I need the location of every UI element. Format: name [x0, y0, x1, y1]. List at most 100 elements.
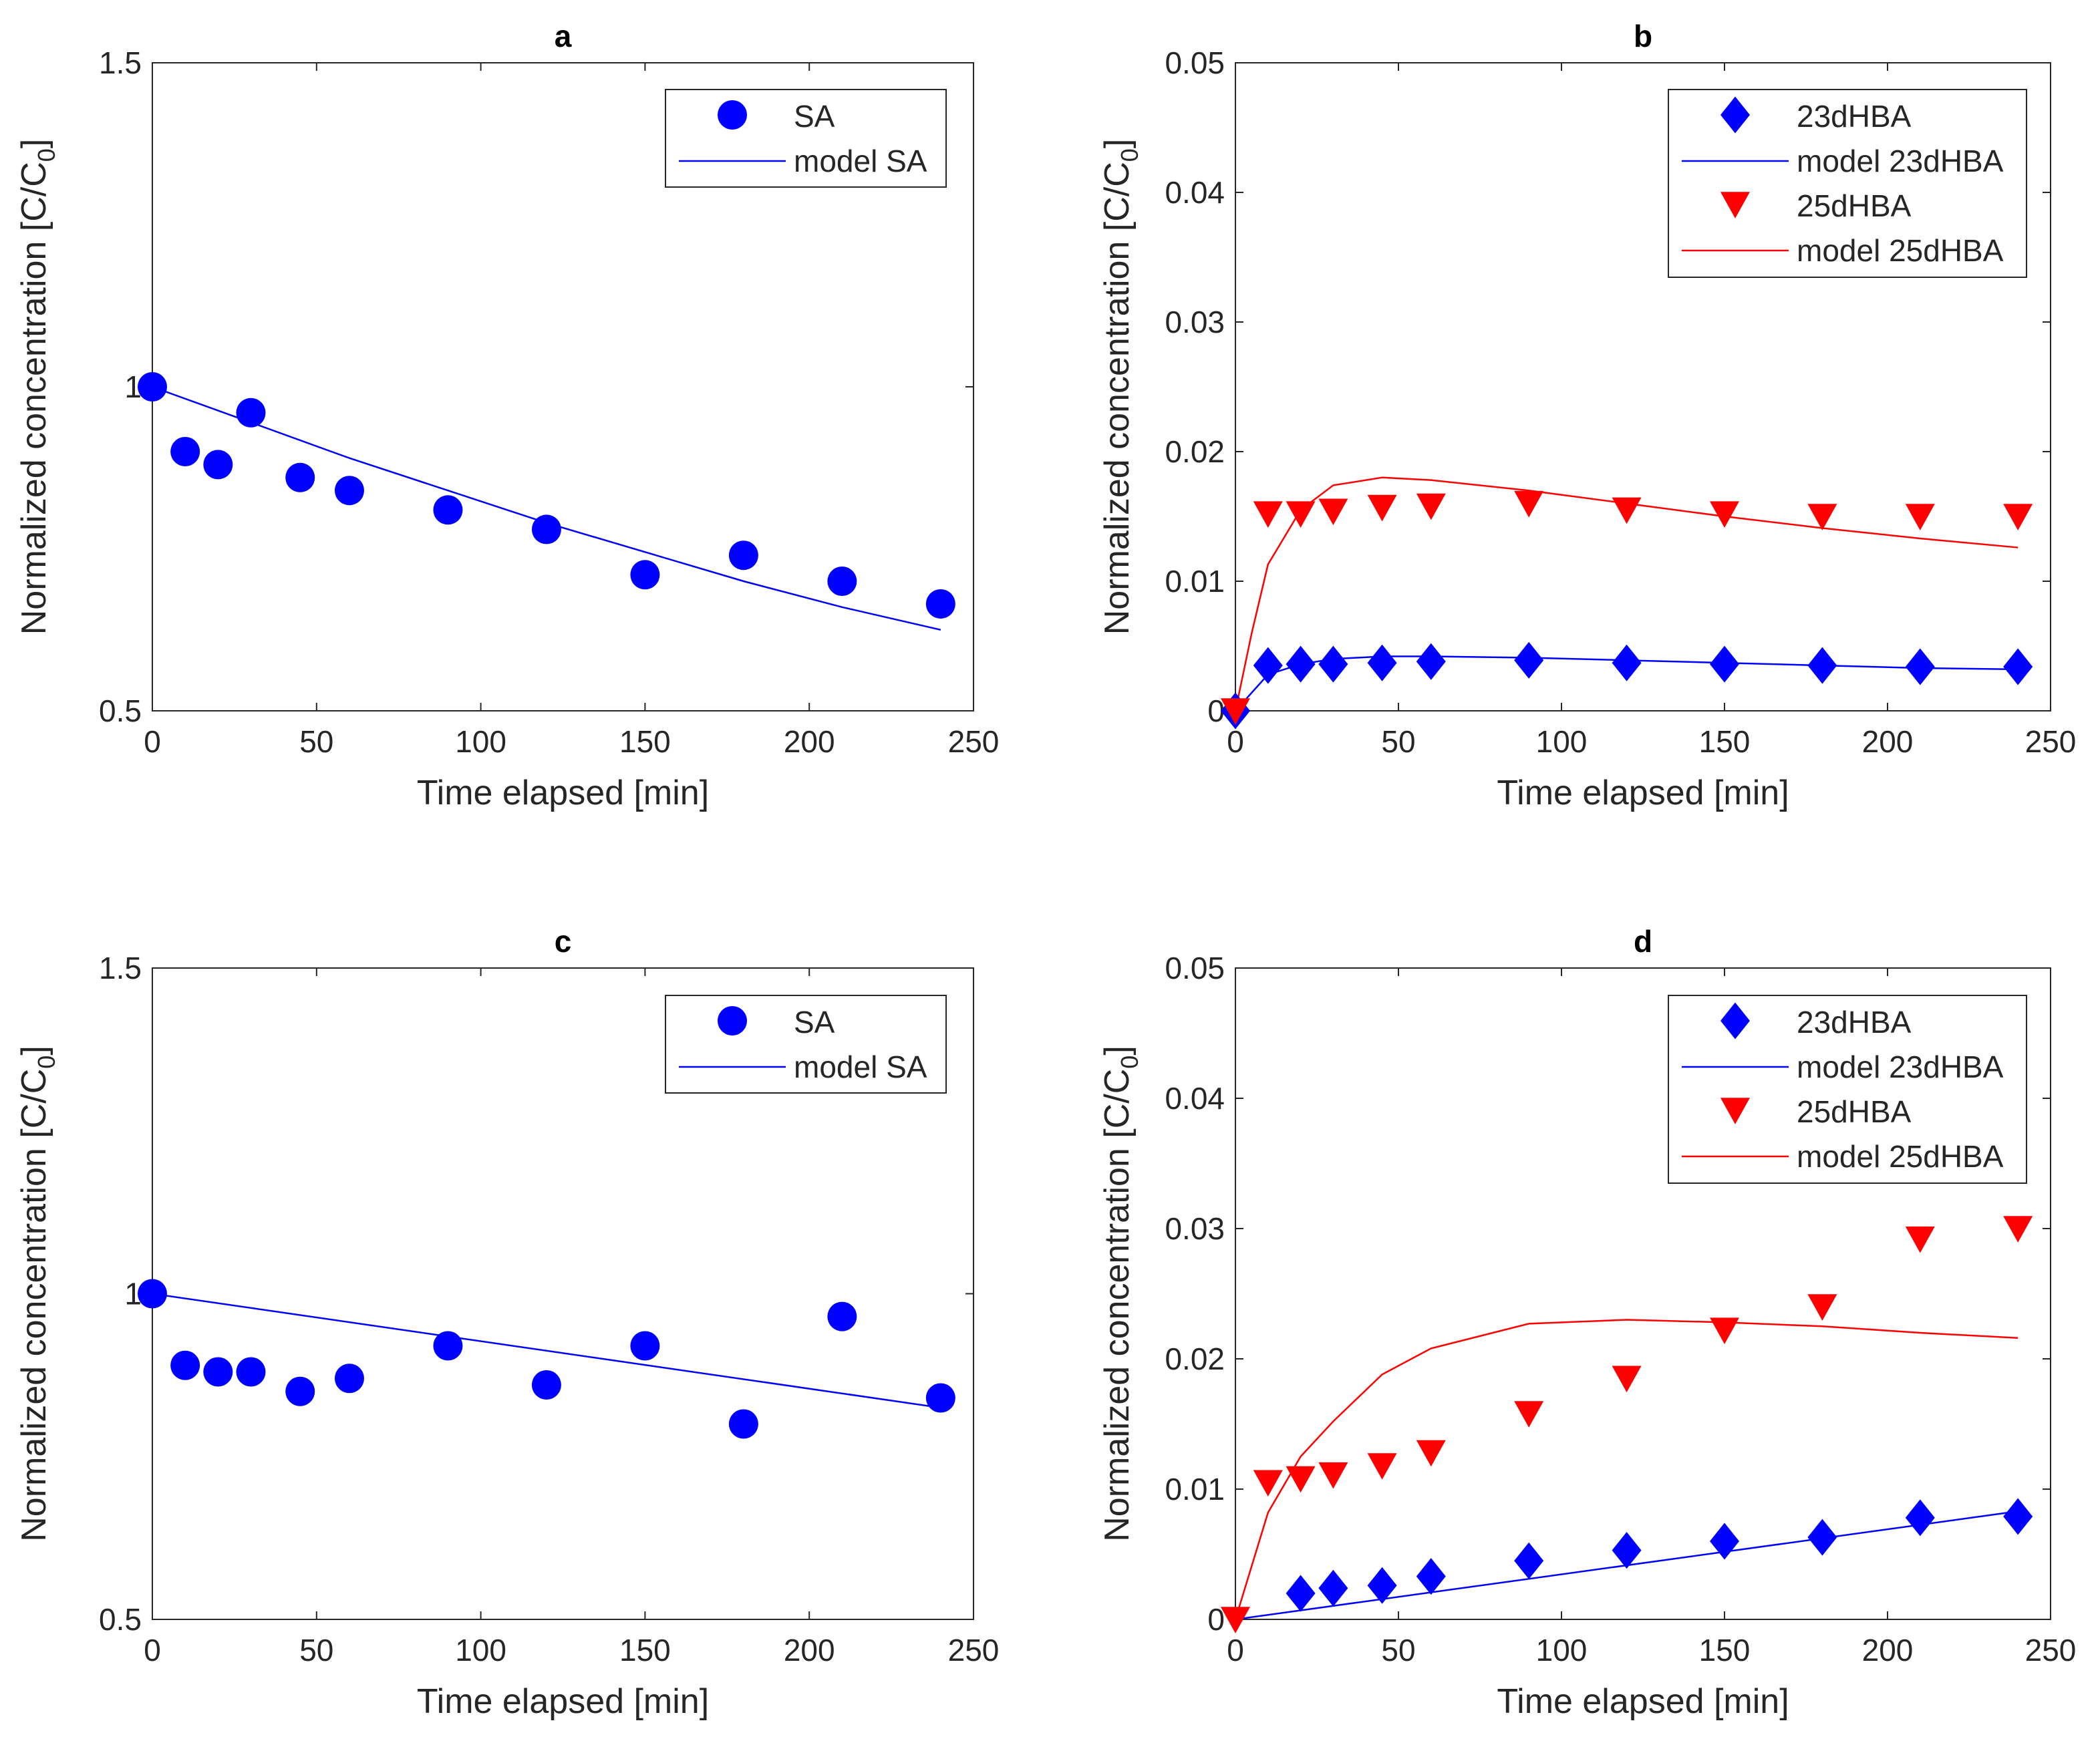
legend-label: model 25dHBA: [1797, 1139, 2004, 1174]
legend-label: 23dHBA: [1797, 99, 1912, 134]
data-point-sa: [170, 437, 200, 466]
data-point-23dhba: [1807, 647, 1837, 684]
legend-label: model 25dHBA: [1797, 233, 2004, 268]
x-tick-label: 200: [784, 724, 835, 759]
data-point-23dhba: [1253, 647, 1283, 684]
y-axis-label-main: Normalized concentration [C/C: [1098, 1069, 1137, 1542]
series-line-model-25dhba: [1234, 1319, 2018, 1620]
data-point-23dhba: [1367, 1567, 1397, 1604]
data-point-23dhba: [1514, 641, 1544, 679]
data-point-sa: [827, 1301, 857, 1331]
y-axis-label-subscript: 0: [1116, 148, 1143, 162]
data-point-23dhba: [1905, 1499, 1935, 1537]
panel-d: 0 50 100 150 200 250 0 0.01 0.02 0.03 0.04 0.05 d Tim…: [1098, 924, 2076, 1721]
x-tick-label: 50: [1381, 1633, 1415, 1667]
y-tick-label: 0.5: [99, 1602, 142, 1637]
data-point-23dhba: [1416, 643, 1446, 680]
data-point-23dhba: [1905, 648, 1935, 685]
data-point-25dhba: [1905, 1226, 1935, 1253]
data-point-25dhba: [1318, 498, 1348, 526]
y-tick-label: 0.05: [1165, 951, 1225, 985]
x-axis-label: Time elapsed [min]: [1497, 774, 1789, 812]
x-tick-label: 100: [455, 724, 506, 759]
data-point-sa: [728, 540, 758, 571]
y-axis-label-close: ]: [15, 1046, 53, 1055]
panel-title: a: [555, 19, 572, 53]
data-point-sa: [531, 1370, 561, 1400]
y-tick-label: 0.03: [1165, 305, 1225, 339]
data-layer: [1221, 476, 2033, 730]
data-point-23dhba: [1286, 645, 1316, 683]
x-tick-label: 50: [299, 724, 333, 759]
x-tick-label: 0: [144, 1633, 161, 1667]
data-point-sa: [236, 397, 266, 428]
y-axis-label: Normalized concentration [C/C0]: [1098, 139, 1143, 635]
y-tick-label: 0.01: [1165, 564, 1225, 599]
data-point-23dhba: [2003, 648, 2033, 685]
data-point-25dhba: [1807, 504, 1837, 530]
y-tick-label: 1.5: [99, 45, 142, 80]
data-point-sa: [138, 1279, 167, 1309]
data-point-23dhba: [1612, 644, 1642, 681]
x-tick-label: 0: [1227, 724, 1244, 759]
y-tick-label: 0.02: [1165, 434, 1225, 469]
y-axis-label-main: Normalized concentration [C/C: [15, 162, 53, 635]
panel-b: 0 50 100 150 200 250 0 0.01 0.02 0.03 0.04 0.05 b Tim…: [1098, 19, 2076, 812]
data-point-23dhba: [1710, 1523, 1739, 1560]
data-point-sa: [334, 1364, 364, 1394]
data-point-25dhba: [1318, 1462, 1348, 1489]
data-point-sa: [925, 589, 955, 619]
data-point-25dhba: [1710, 1317, 1739, 1344]
legend: SA model SA: [665, 995, 947, 1094]
legend-label: model 23dHBA: [1797, 1050, 2004, 1084]
panel-title: b: [1634, 19, 1652, 53]
data-point-25dhba: [1807, 1294, 1837, 1321]
data-point-sa: [138, 372, 167, 402]
data-point-25dhba: [1612, 1366, 1642, 1393]
legend: 23dHBA model 23dHBA 25dHBA model 25dHBA: [1668, 89, 2027, 278]
y-axis-label-close: ]: [15, 139, 53, 148]
data-point-sa: [630, 1331, 660, 1361]
data-point-23dhba: [1318, 1569, 1348, 1607]
data-point-25dhba: [1367, 494, 1397, 522]
y-axis-label: Normalized concentration [C/C0]: [15, 139, 60, 635]
y-axis-label-main: Normalized concentration [C/C: [1098, 162, 1137, 635]
legend-marker: [1720, 96, 1750, 134]
legend-label: 25dHBA: [1797, 188, 1912, 223]
data-point-25dhba: [1253, 1470, 1283, 1497]
data-point-23dhba: [1612, 1532, 1642, 1569]
panel-title: c: [555, 924, 572, 959]
data-point-23dhba: [1367, 644, 1397, 681]
x-tick-label: 200: [1862, 724, 1914, 759]
x-tick-label: 50: [299, 1633, 333, 1667]
data-point-25dhba: [1612, 497, 1642, 524]
data-layer: [138, 372, 955, 631]
data-layer: [138, 1279, 955, 1439]
x-tick-label: 250: [948, 1633, 1000, 1667]
y-axis-label-subscript: 0: [33, 1056, 60, 1069]
data-point-sa: [827, 567, 857, 596]
y-axis-label-main: Normalized concentration [C/C: [15, 1069, 53, 1542]
data-point-sa: [531, 514, 561, 544]
y-axis-label-subscript: 0: [1116, 1056, 1143, 1069]
y-axis-label-subscript: 0: [33, 148, 60, 162]
data-point-25dhba: [1416, 493, 1446, 520]
data-point-sa: [630, 560, 660, 590]
legend-label: model SA: [794, 144, 927, 178]
y-tick-label: 0.04: [1165, 1081, 1225, 1116]
data-point-25dhba: [1286, 1466, 1316, 1493]
data-point-25dhba: [1905, 504, 1935, 530]
legend-label: 25dHBA: [1797, 1094, 1912, 1129]
data-point-25dhba: [1253, 501, 1283, 528]
x-tick-label: 0: [144, 724, 161, 759]
data-point-sa: [285, 462, 315, 492]
data-point-sa: [925, 1383, 955, 1413]
x-axis-label: Time elapsed [min]: [417, 774, 709, 812]
data-point-25dhba: [1221, 698, 1250, 725]
legend-marker: [1720, 1002, 1750, 1040]
data-point-23dhba: [1318, 645, 1348, 683]
y-tick-label: 0.03: [1165, 1211, 1225, 1246]
x-tick-label: 100: [1536, 724, 1588, 759]
data-point-23dhba: [2003, 1498, 2033, 1535]
